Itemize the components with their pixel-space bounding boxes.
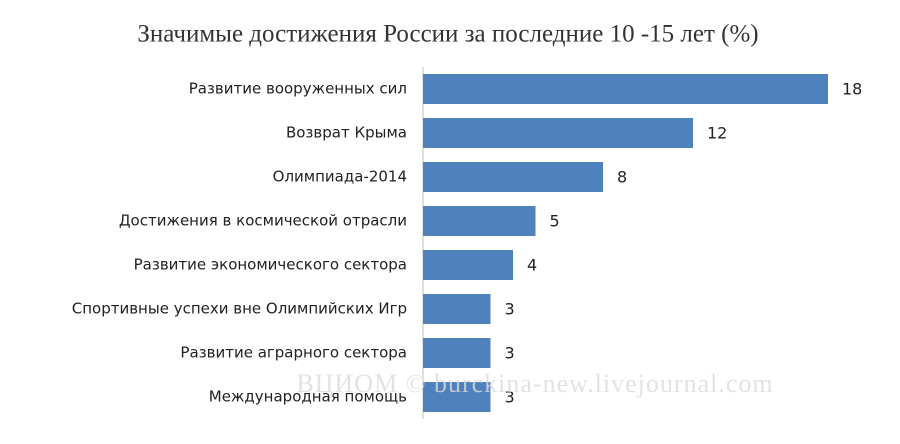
bar [423,74,828,104]
category-label: Олимпиада-2014 [273,168,407,186]
data-label: 8 [617,168,627,187]
category-label: Достижения в космической отрасли [119,212,407,230]
data-label: 3 [505,344,515,363]
category-label: Развитие экономического сектора [134,256,407,274]
data-label: 3 [505,300,515,319]
category-label: Возврат Крыма [286,124,407,142]
data-label: 18 [842,80,862,99]
bar [423,206,536,236]
data-label: 3 [505,388,515,407]
watermark: ВЦИОМ © burckina-new.livejournal.com [296,369,773,398]
bar [423,162,603,192]
data-label: 12 [707,124,727,143]
bar [423,118,693,148]
data-label: 4 [527,256,537,275]
category-label: Спортивные успехи вне Олимпийских Игр [72,300,407,318]
bar [423,250,513,280]
chart-title: Значимые достижения России за последние … [137,21,758,48]
data-label: 5 [550,212,560,231]
category-label: Развитие вооруженных сил [189,80,407,98]
bar [423,382,491,412]
category-label: Развитие аграрного сектора [180,344,407,362]
bar [423,294,491,324]
category-label: Международная помощь [209,388,407,406]
bar [423,338,491,368]
